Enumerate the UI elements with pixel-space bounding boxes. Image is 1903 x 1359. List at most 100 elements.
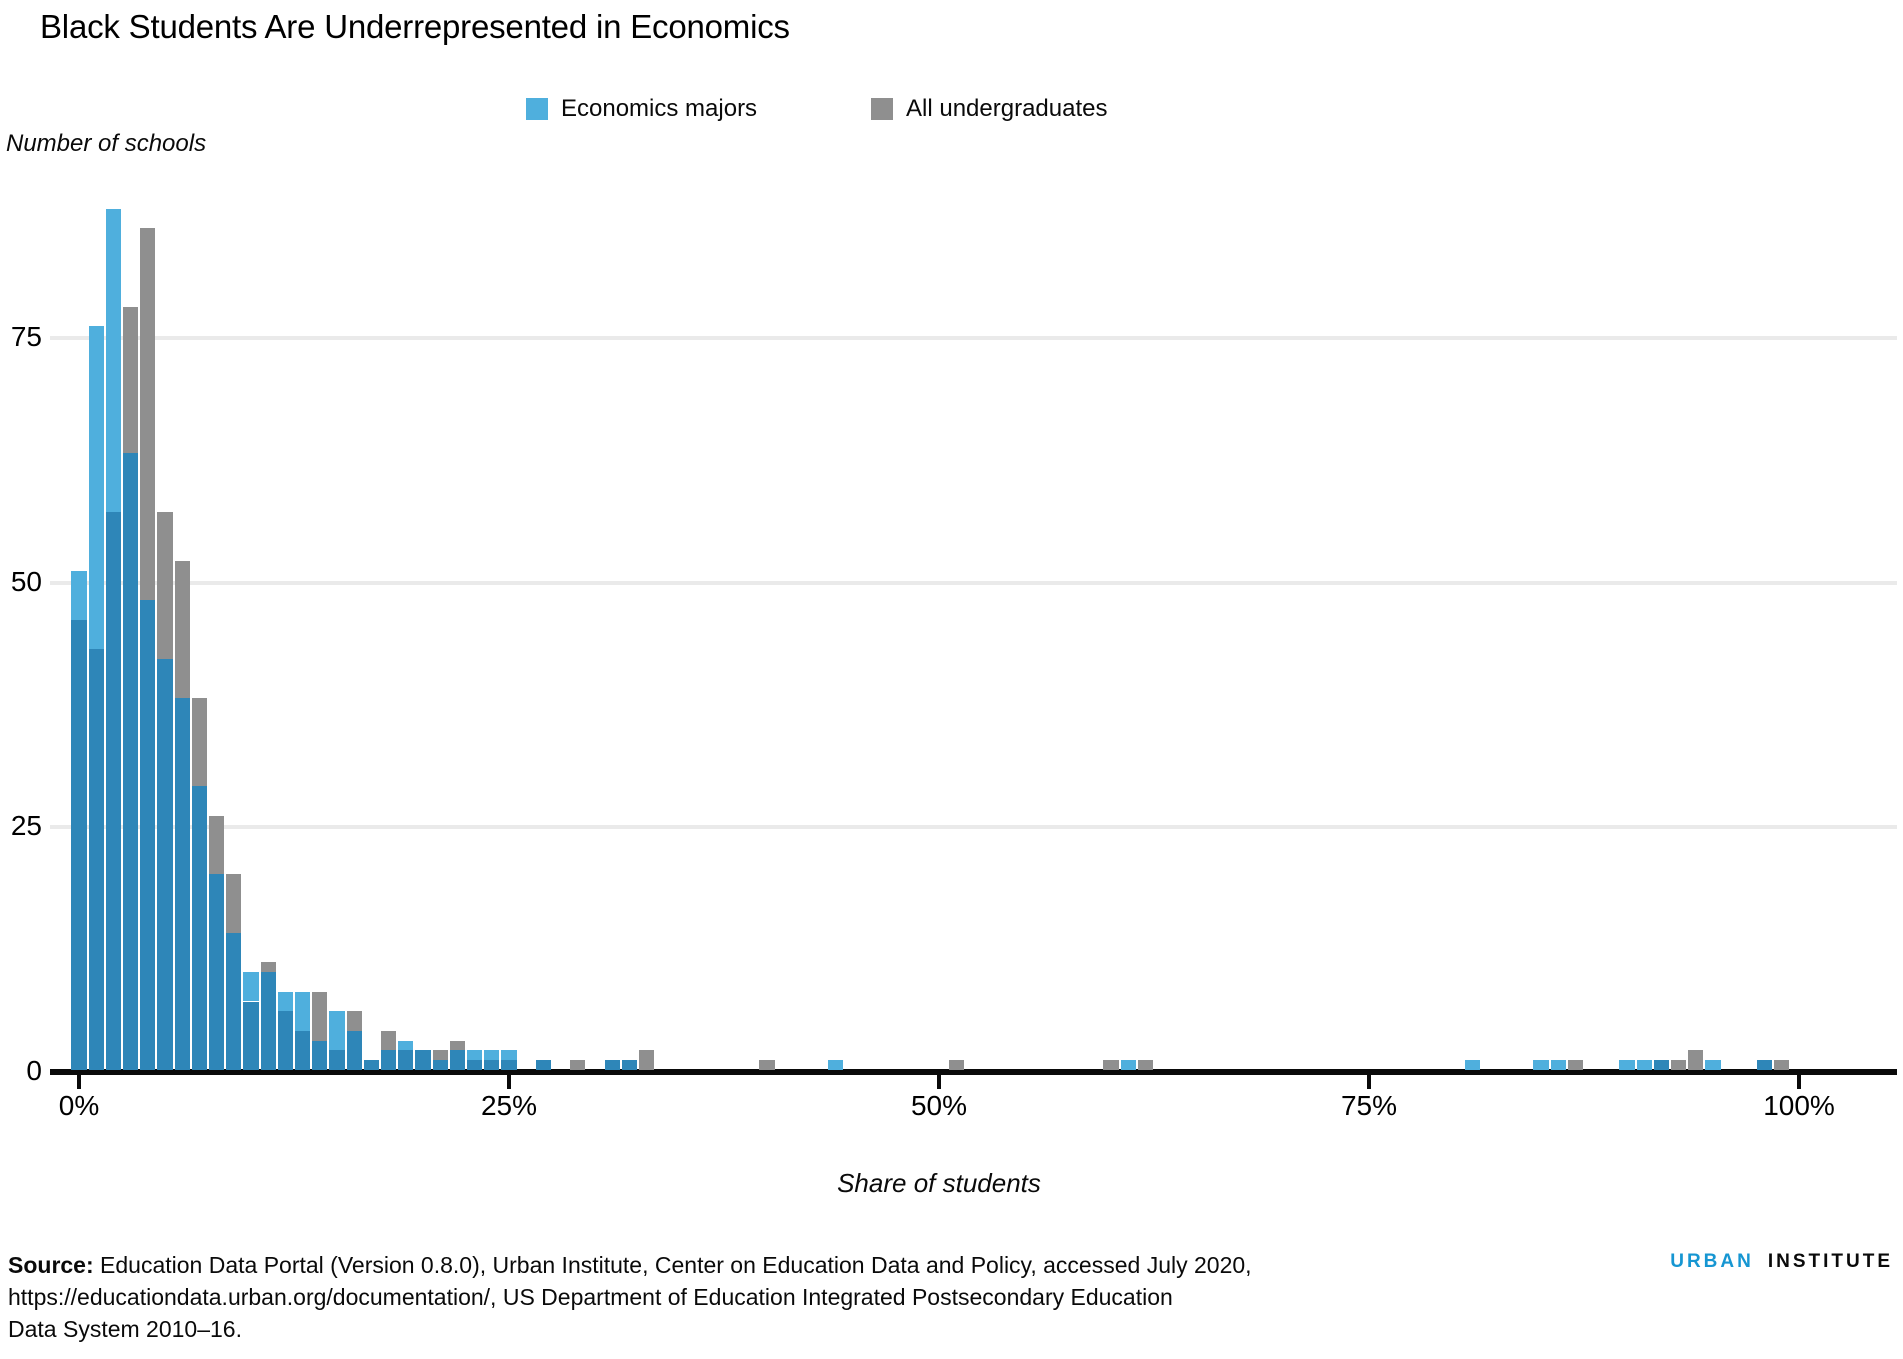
- chart-title: Black Students Are Underrepresented in E…: [40, 8, 790, 45]
- urban-institute-logo: URBAN INSTITUTE: [1670, 1251, 1893, 1273]
- legend-label: All undergraduates: [906, 95, 1108, 122]
- bar-segment-economics: [329, 1011, 345, 1051]
- x-tick-label: 0%: [58, 1090, 100, 1121]
- bar-segment-overlap: [398, 1050, 414, 1070]
- bar-segment-undergraduates: [1774, 1060, 1790, 1070]
- bar-segment-undergraduates: [312, 991, 328, 1041]
- bar-segment-overlap: [294, 1030, 311, 1070]
- bar-segment-undergraduates: [174, 561, 190, 699]
- logo-word-urban: URBAN: [1670, 1251, 1754, 1272]
- bar-segment-undergraduates: [1137, 1060, 1154, 1070]
- bar-segment-undergraduates: [948, 1060, 964, 1070]
- bar-segment-economics: [1464, 1060, 1480, 1070]
- bar-segment-overlap: [535, 1060, 552, 1070]
- bar-segment-overlap: [312, 1040, 328, 1070]
- bar-segment-undergraduates: [346, 1011, 362, 1031]
- bar-segment-overlap: [346, 1030, 362, 1070]
- bar-segment-undergraduates: [1670, 1060, 1687, 1070]
- bar-segment-undergraduates: [226, 874, 242, 933]
- legend-label: Economics majors: [561, 95, 758, 122]
- bar-segment-economics: [294, 991, 311, 1031]
- legend-item-economics-majors: Economics majors: [526, 95, 757, 123]
- bar-segment-undergraduates: [140, 228, 156, 601]
- bar-segment-economics: [398, 1040, 414, 1051]
- bar-segment-overlap: [363, 1060, 380, 1070]
- bar-segment-undergraduates: [260, 962, 276, 973]
- bar-segment-overlap: [432, 1060, 448, 1070]
- x-tick-mark: [507, 1075, 511, 1089]
- x-tick-mark: [937, 1075, 941, 1089]
- x-tick-label: 50%: [910, 1090, 968, 1121]
- logo-word-institute: INSTITUTE: [1767, 1251, 1893, 1272]
- bar-segment-economics: [1705, 1060, 1721, 1070]
- bar-segment-undergraduates: [638, 1050, 655, 1070]
- x-tick-label: 100%: [1763, 1090, 1835, 1121]
- bar-segment-undergraduates: [449, 1040, 466, 1051]
- bar-segment-overlap: [1653, 1060, 1670, 1070]
- bar-segment-overlap: [1756, 1060, 1773, 1070]
- source-line-text: Education Data Portal (Version 0.8.0), U…: [100, 1252, 1252, 1278]
- bar-segment-economics: [277, 991, 294, 1012]
- x-tick-mark: [1797, 1075, 1801, 1089]
- bar-segment-overlap: [449, 1050, 466, 1070]
- bar-segment-undergraduates: [1103, 1060, 1119, 1070]
- bar-segment-overlap: [604, 1060, 620, 1070]
- bar-segment-overlap: [243, 1001, 259, 1070]
- source-line: Source: Education Data Portal (Version 0…: [8, 1249, 1252, 1281]
- x-tick-label: 75%: [1340, 1090, 1398, 1121]
- bar-segment-economics: [1636, 1060, 1652, 1070]
- legend-item-all-undergraduates: All undergraduates: [871, 95, 1107, 123]
- bar-segment-overlap: [260, 972, 276, 1070]
- bar-segment-overlap: [501, 1060, 517, 1070]
- bar-segment-overlap: [466, 1060, 483, 1070]
- y-gridline: [50, 825, 1897, 830]
- bar-segment-overlap: [484, 1060, 500, 1070]
- bar-segment-overlap: [208, 874, 225, 1070]
- bar-segment-overlap: [621, 1060, 638, 1070]
- bar-segment-undergraduates: [570, 1060, 586, 1070]
- y-gridline: [50, 580, 1897, 585]
- bar-segment-economics: [1533, 1060, 1549, 1070]
- source-label: Source:: [8, 1252, 94, 1278]
- bar-segment-undergraduates: [157, 512, 173, 659]
- y-gridline: [50, 335, 1897, 340]
- source-line: https://educationdata.urban.org/document…: [8, 1284, 1173, 1310]
- bar-segment-undergraduates: [122, 306, 139, 454]
- x-tick-mark: [77, 1075, 81, 1089]
- bar-segment-undergraduates: [1567, 1060, 1584, 1070]
- bar-segment-economics: [88, 326, 104, 650]
- all-undergraduates-swatch-icon: [871, 98, 893, 120]
- x-axis-line: [50, 1069, 1897, 1075]
- bar-segment-overlap: [329, 1050, 345, 1070]
- x-axis-title: Share of students: [837, 1168, 1041, 1198]
- bar-segment-overlap: [380, 1050, 397, 1070]
- bar-segment-overlap: [105, 512, 122, 1070]
- bar-segment-economics: [71, 570, 87, 620]
- bar-segment-undergraduates: [759, 1060, 775, 1070]
- bar-segment-overlap: [191, 786, 208, 1070]
- bar-segment-economics: [828, 1060, 844, 1070]
- bar-segment-overlap: [415, 1050, 431, 1070]
- bar-segment-undergraduates: [1688, 1050, 1704, 1070]
- bar-segment-overlap: [122, 453, 139, 1070]
- economics-majors-swatch-icon: [526, 98, 548, 120]
- bar-segment-undergraduates: [191, 698, 208, 787]
- bar-segment-undergraduates: [432, 1050, 448, 1061]
- y-axis-title: Number of schools: [6, 130, 207, 157]
- x-tick-mark: [1367, 1075, 1371, 1089]
- source-line: Data System 2010–16.: [8, 1316, 242, 1342]
- bar-segment-economics: [484, 1050, 500, 1061]
- x-tick-label: 25%: [480, 1090, 538, 1121]
- bar-segment-economics: [1619, 1060, 1635, 1070]
- bar-segment-economics: [105, 208, 122, 513]
- bar-segment-economics: [466, 1050, 483, 1061]
- bar-segment-economics: [501, 1050, 517, 1061]
- bar-segment-overlap: [140, 600, 156, 1070]
- bar-segment-economics: [1120, 1060, 1136, 1070]
- y-tick-label: 25: [10, 810, 42, 842]
- bar-segment-overlap: [174, 698, 190, 1070]
- bar-segment-undergraduates: [380, 1030, 397, 1051]
- bar-segment-undergraduates: [208, 815, 225, 875]
- source-note: Source: Education Data Portal (Version 0…: [8, 1249, 1252, 1345]
